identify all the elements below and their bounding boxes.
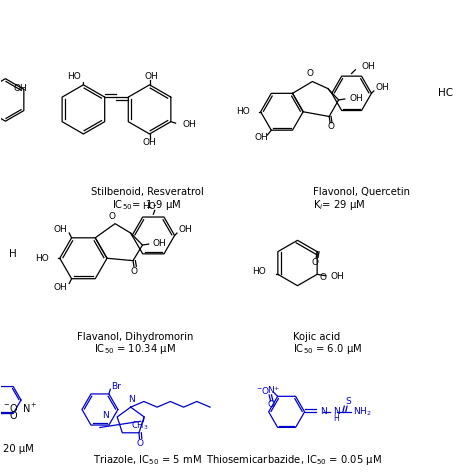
Text: HO: HO (36, 254, 49, 263)
Text: OH: OH (14, 83, 27, 92)
Text: HC: HC (438, 88, 453, 98)
Text: O: O (311, 257, 318, 266)
Text: OH: OH (182, 119, 196, 128)
Text: Flavanol, Dihydromorin: Flavanol, Dihydromorin (77, 331, 193, 342)
Text: OH: OH (178, 225, 192, 234)
Text: O: O (131, 266, 138, 275)
Text: O: O (267, 401, 274, 410)
Text: N: N (333, 407, 340, 416)
Text: $^{-}$O: $^{-}$O (256, 385, 271, 396)
Text: O: O (9, 410, 17, 420)
Text: CH$_3$: CH$_3$ (131, 419, 148, 432)
Text: OH: OH (255, 133, 269, 142)
Text: OH: OH (349, 94, 363, 103)
Text: OH: OH (361, 62, 375, 71)
Text: N$^{+}$: N$^{+}$ (267, 385, 281, 396)
Text: N: N (102, 411, 109, 420)
Text: K$_i$= 29 μM: K$_i$= 29 μM (313, 198, 365, 212)
Text: H: H (9, 248, 17, 258)
Text: O: O (137, 438, 144, 447)
Text: IC$_{50}$=  1-9 μM: IC$_{50}$= 1-9 μM (112, 198, 182, 212)
Text: O: O (319, 273, 326, 282)
Text: O: O (307, 69, 313, 78)
Text: OH: OH (375, 83, 389, 92)
Text: OH: OH (143, 138, 156, 147)
Text: OH: OH (330, 272, 344, 281)
Text: OH: OH (153, 239, 167, 248)
Text: $^{-}$O  N$^{+}$: $^{-}$O N$^{+}$ (3, 401, 37, 415)
Text: 20 μM: 20 μM (3, 444, 34, 454)
Text: Stilbenoid, Resveratrol: Stilbenoid, Resveratrol (91, 187, 203, 197)
Text: NH$_2$: NH$_2$ (353, 405, 372, 418)
Text: Triazole, IC$_{50}$ = 5 mM: Triazole, IC$_{50}$ = 5 mM (93, 453, 201, 467)
Text: OH: OH (53, 283, 67, 292)
Text: IC$_{50}$ = 10.34 μM: IC$_{50}$ = 10.34 μM (94, 342, 176, 356)
Text: HO: HO (252, 267, 266, 276)
Text: Flavonol, Quercetin: Flavonol, Quercetin (313, 187, 410, 197)
Text: IC$_{50}$ = 6.0 μM: IC$_{50}$ = 6.0 μM (293, 342, 362, 356)
Text: O: O (108, 211, 115, 220)
Text: Br: Br (111, 383, 121, 392)
Text: HO: HO (142, 202, 156, 211)
Text: OH: OH (144, 72, 158, 81)
Text: N: N (128, 395, 135, 404)
Text: N: N (320, 407, 327, 416)
Text: HO: HO (67, 72, 81, 81)
Text: HO: HO (237, 107, 250, 116)
Text: Kojic acid: Kojic acid (293, 331, 340, 342)
Text: H: H (333, 414, 339, 423)
Text: OH: OH (53, 225, 67, 234)
Text: O: O (327, 122, 334, 131)
Text: Thiosemicarbazide, IC$_{50}$ = 0.05 μM: Thiosemicarbazide, IC$_{50}$ = 0.05 μM (206, 453, 382, 467)
Text: S: S (345, 397, 351, 406)
